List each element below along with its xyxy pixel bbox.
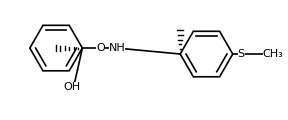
Text: OH: OH — [63, 82, 80, 92]
Text: S: S — [238, 49, 245, 59]
Text: NH: NH — [109, 43, 125, 53]
Text: O: O — [96, 43, 105, 53]
Text: CH₃: CH₃ — [263, 49, 283, 59]
